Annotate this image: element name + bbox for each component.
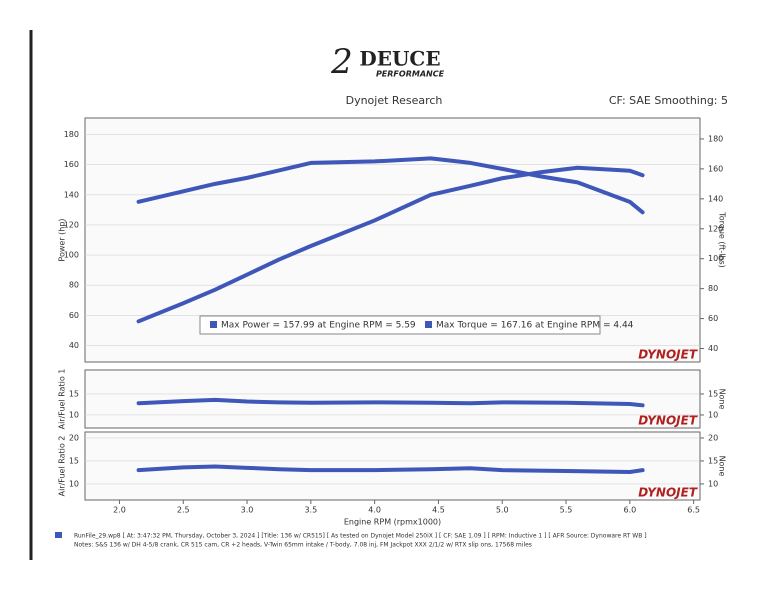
- y-tick-label: 20: [69, 433, 79, 442]
- series-line: [136, 464, 645, 474]
- y2-tick-label: 140: [708, 194, 723, 203]
- plot-frame: [84, 369, 701, 429]
- x-tick-label: 5.0: [496, 506, 509, 515]
- y2-tick-label: 10: [708, 479, 718, 488]
- y-tick-label: 10: [69, 410, 79, 419]
- y-axis-label: Air/Fuel Ratio 2: [58, 436, 67, 497]
- x-tick-label: 6.0: [623, 506, 636, 515]
- y-tick-label: 10: [69, 479, 79, 488]
- y2-tick-label: 100: [708, 254, 723, 263]
- y-tick-label: 40: [69, 341, 79, 350]
- y-tick-label: 60: [69, 311, 79, 320]
- x-tick-label: 2.0: [113, 506, 126, 515]
- y-tick-label: 80: [69, 281, 79, 290]
- y-tick-label: 15: [69, 389, 79, 398]
- series-line: [136, 156, 645, 215]
- logo-sub: PERFORMANCE: [376, 70, 445, 79]
- legend-box: [199, 315, 601, 335]
- y-tick-label: 140: [64, 190, 79, 199]
- y2-tick-label: 120: [708, 224, 723, 233]
- y2-axis-label: None: [718, 456, 727, 477]
- x-tick-label: 3.5: [304, 506, 317, 515]
- settings: CF: SAE Smoothing: 5: [609, 94, 728, 107]
- x-tick-label: 6.5: [687, 506, 700, 515]
- watermark: DYNOJET: [638, 486, 698, 500]
- y2-tick-label: 10: [708, 410, 718, 419]
- y-tick-label: 180: [64, 130, 79, 139]
- series-line: [136, 397, 645, 408]
- y-tick-label: 100: [64, 251, 79, 260]
- y2-tick-label: 160: [708, 164, 723, 173]
- legend-label: Max Torque = 167.16 at Engine RPM = 4.44: [436, 321, 634, 331]
- y-tick-label: 120: [64, 220, 79, 229]
- series-line: [136, 165, 645, 324]
- y2-tick-label: 80: [708, 284, 718, 293]
- y2-tick-label: 15: [708, 389, 718, 398]
- x-tick-label: 3.0: [241, 506, 254, 515]
- footer-notes: Notes: S&S 136 w/ DH 4-5/8 crank, CR 515…: [74, 542, 532, 549]
- legend-swatch: [425, 321, 432, 328]
- y2-tick-label: 15: [708, 456, 718, 465]
- x-tick-label: 4.0: [368, 506, 381, 515]
- x-tick-label: 2.5: [177, 506, 190, 515]
- footer-icon: [55, 532, 62, 538]
- y2-tick-label: 20: [708, 433, 718, 442]
- logo: DEUCE: [359, 47, 440, 71]
- y-tick-label: 15: [69, 456, 79, 465]
- y-axis-label: Power (hp): [58, 218, 67, 261]
- watermark: DYNOJET: [638, 414, 698, 428]
- y2-tick-label: 60: [708, 314, 718, 323]
- x-tick-label: 5.5: [560, 506, 573, 515]
- footer-line: RunFile_29.wp8 [ At: 3:47:32 PM, Thursda…: [74, 533, 647, 540]
- title: Dynojet Research: [346, 94, 443, 107]
- watermark: DYNOJET: [638, 348, 698, 362]
- y2-tick-label: 40: [708, 344, 718, 353]
- x-axis-label: Engine RPM (rpmx1000): [344, 518, 441, 527]
- legend-swatch: [210, 321, 217, 328]
- y2-axis-label: Torque (ft-lbs): [718, 211, 727, 268]
- x-tick-label: 4.5: [432, 506, 445, 515]
- legend-label: Max Power = 157.99 at Engine RPM = 5.59: [221, 321, 416, 331]
- y-axis-label: Air/Fuel Ratio 1: [58, 369, 67, 430]
- y2-tick-label: 180: [708, 134, 723, 143]
- logo-number: 2: [330, 42, 353, 82]
- y2-axis-label: None: [718, 389, 727, 410]
- y-tick-label: 160: [64, 160, 79, 169]
